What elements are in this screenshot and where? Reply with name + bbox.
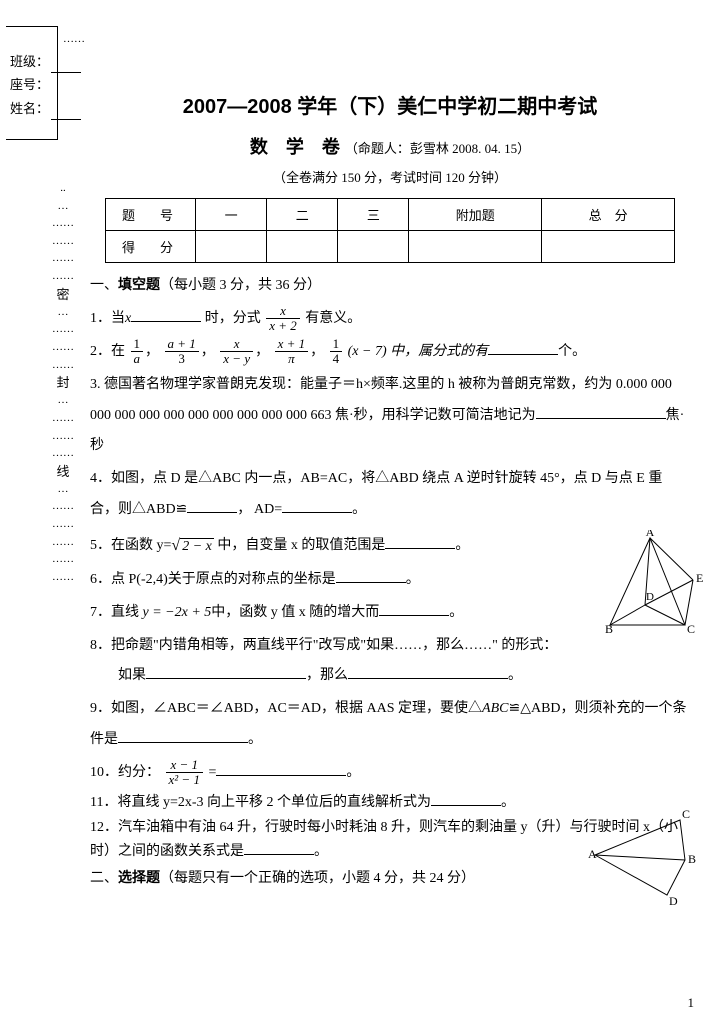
question-9: 9．如图，∠ABC＝∠ABD，AC＝AD，根据 AAS 定理，要使△ABC≌△A…	[90, 694, 690, 756]
binding-area: …… 班级： 座号： 姓名：	[10, 30, 85, 120]
th-total: 总 分	[542, 199, 675, 231]
main-title: 2007—2008 学年（下）美仁中学初二期中考试	[90, 90, 690, 119]
blank	[216, 762, 346, 776]
section-1-title: 一、填空题（每小题 3 分，共 36 分）	[90, 273, 690, 298]
fraction: xx + 2	[266, 304, 300, 334]
seal-dots: …………………	[48, 392, 78, 462]
blank	[385, 535, 455, 549]
name-underline	[51, 119, 81, 120]
question-5: 5．在函数 y=√2 − x 中，自变量 x 的取值范围是。	[90, 528, 690, 563]
seal-dots: ……………………………	[48, 481, 78, 587]
th-1: 一	[196, 199, 267, 231]
question-10: 10．约分： x − 1x² − 1 =。	[90, 758, 690, 789]
score-cell	[338, 231, 409, 263]
question-3: 3. 德国著名物理学家普朗克发现：能量子＝h×频率.这里的 h 被称为普朗克常数…	[90, 370, 690, 462]
blank	[118, 729, 248, 743]
question-7: 7．直线 y = −2x + 5中，函数 y 值 x 随的增大而。	[90, 598, 690, 629]
class-underline	[51, 72, 81, 73]
seal-char-xian: 线	[48, 463, 78, 481]
question-11: 11．将直线 y=2x-3 向上平移 2 个单位后的直线解析式为。	[90, 791, 690, 815]
exam-info: （全卷满分 150 分，考试时间 120 分钟）	[90, 167, 690, 186]
page-number: 1	[688, 995, 695, 1011]
seal-dots: …………………	[48, 304, 78, 374]
seal-char-mi: 密	[48, 286, 78, 304]
fraction: xx − y	[220, 337, 253, 367]
table-row: 题 号 一 二 三 附加题 总 分	[106, 199, 675, 231]
class-label: 班级：	[10, 50, 85, 73]
blank	[488, 341, 558, 355]
svg-text:E: E	[696, 571, 703, 585]
question-1: 1．当x 时，分式 xx + 2 有意义。	[90, 304, 690, 335]
score-cell	[267, 231, 338, 263]
name-label: 姓名：	[10, 97, 85, 120]
seal-char-feng: 封	[48, 374, 78, 392]
blank	[244, 841, 314, 855]
th-3: 三	[338, 199, 409, 231]
blank	[431, 792, 501, 806]
fraction: x + 1π	[275, 337, 309, 367]
fraction: 1a	[131, 337, 144, 367]
score-cell	[542, 231, 675, 263]
seat-label: 座号：	[10, 73, 85, 96]
fraction: 14	[330, 337, 343, 367]
binding-dots: ……	[10, 30, 85, 50]
author-info: （命题人：彭雪林 2008. 04. 15）	[345, 141, 530, 156]
score-label: 得 分	[106, 231, 196, 263]
blank	[187, 499, 237, 513]
blank	[379, 602, 449, 616]
blank	[348, 665, 508, 679]
fraction: a + 13	[165, 337, 199, 367]
blank	[336, 569, 406, 583]
fraction: x − 1x² − 1	[166, 758, 203, 788]
score-table: 题 号 一 二 三 附加题 总 分 得 分	[105, 198, 675, 263]
blank	[146, 665, 306, 679]
th-extra: 附加题	[409, 199, 542, 231]
score-cell	[409, 231, 542, 263]
th-2: 二	[267, 199, 338, 231]
question-2: 2．在 1a， a + 13， xx − y， x + 1π， 14 (x − …	[90, 337, 690, 368]
blank	[131, 308, 201, 322]
question-12: 12．汽车油箱中有油 64 升，行驶时每小时耗油 8 升，则汽车的剩油量 y（升…	[90, 816, 690, 864]
svg-text:D: D	[669, 894, 678, 905]
seal-dots: ..………………………	[48, 180, 78, 286]
q8-line2: 如果，那么。	[90, 668, 522, 683]
question-8: 8．把命题"内错角相等，两直线平行"改写成"如果……，那么……" 的形式： 如果…	[90, 631, 690, 693]
th-label: 题 号	[106, 199, 196, 231]
score-cell	[196, 231, 267, 263]
blank	[536, 405, 666, 419]
table-row: 得 分	[106, 231, 675, 263]
content-area: 2007—2008 学年（下）美仁中学初二期中考试 数 学 卷 （命题人：彭雪林…	[90, 90, 690, 897]
blank	[282, 499, 352, 513]
question-4: 4．如图，点 D 是△ABC 内一点，AB=AC，将△ABD 绕点 A 逆时针旋…	[90, 464, 690, 526]
question-6: 6．点 P(-2,4)关于原点的对称点的坐标是。	[90, 565, 690, 596]
sub-title: 数 学 卷 （命题人：彭雪林 2008. 04. 15）	[90, 133, 690, 159]
seal-line-column: ..……………………… 密 ………………… 封 ………………… 线 …………………	[48, 180, 78, 586]
sqrt: √2 − x	[171, 528, 213, 563]
